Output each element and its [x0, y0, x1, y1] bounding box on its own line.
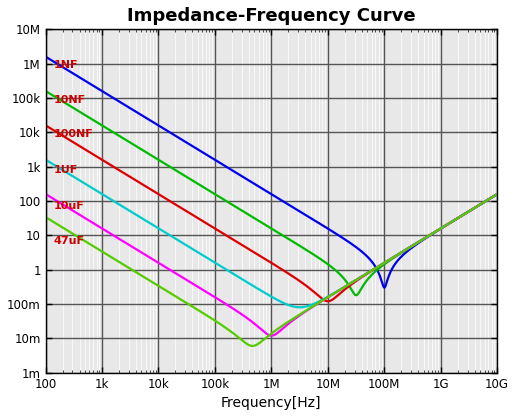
Text: 100NF: 100NF	[54, 129, 93, 139]
Title: Impedance-Frequency Curve: Impedance-Frequency Curve	[127, 7, 415, 25]
Text: 10NF: 10NF	[54, 95, 86, 105]
Text: 1UF: 1UF	[54, 165, 78, 175]
Text: 1NF: 1NF	[54, 60, 78, 70]
Text: 47uF: 47uF	[54, 236, 85, 246]
X-axis label: Frequency[Hz]: Frequency[Hz]	[221, 396, 321, 410]
Text: 10uF: 10uF	[54, 201, 85, 211]
